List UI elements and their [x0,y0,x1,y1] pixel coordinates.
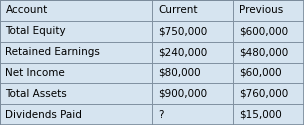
Bar [152,83,233,104]
Bar [152,42,233,62]
Bar [152,104,233,125]
Text: $750,000: $750,000 [158,26,207,36]
Bar [152,0,233,21]
Text: Net Income: Net Income [5,68,65,78]
Bar [233,0,304,21]
Text: Dividends Paid: Dividends Paid [5,110,82,120]
Bar [0,83,152,104]
Text: ?: ? [158,110,164,120]
Bar [0,42,152,62]
Text: $80,000: $80,000 [158,68,201,78]
Text: Current: Current [158,5,198,15]
Bar [0,104,152,125]
Bar [233,62,304,83]
Text: $15,000: $15,000 [239,110,282,120]
Text: $240,000: $240,000 [158,47,207,57]
Text: Account: Account [5,5,48,15]
Text: $60,000: $60,000 [239,68,281,78]
Text: $760,000: $760,000 [239,89,288,99]
Text: $900,000: $900,000 [158,89,207,99]
Bar [233,21,304,42]
Bar [0,62,152,83]
Text: Total Equity: Total Equity [5,26,66,36]
Text: Retained Earnings: Retained Earnings [5,47,100,57]
Bar [233,42,304,62]
Bar [152,21,233,42]
Bar [0,0,152,21]
Text: Total Assets: Total Assets [5,89,67,99]
Text: $480,000: $480,000 [239,47,288,57]
Bar [0,21,152,42]
Text: Previous: Previous [239,5,283,15]
Bar [233,104,304,125]
Text: $600,000: $600,000 [239,26,288,36]
Bar [152,62,233,83]
Bar [233,83,304,104]
